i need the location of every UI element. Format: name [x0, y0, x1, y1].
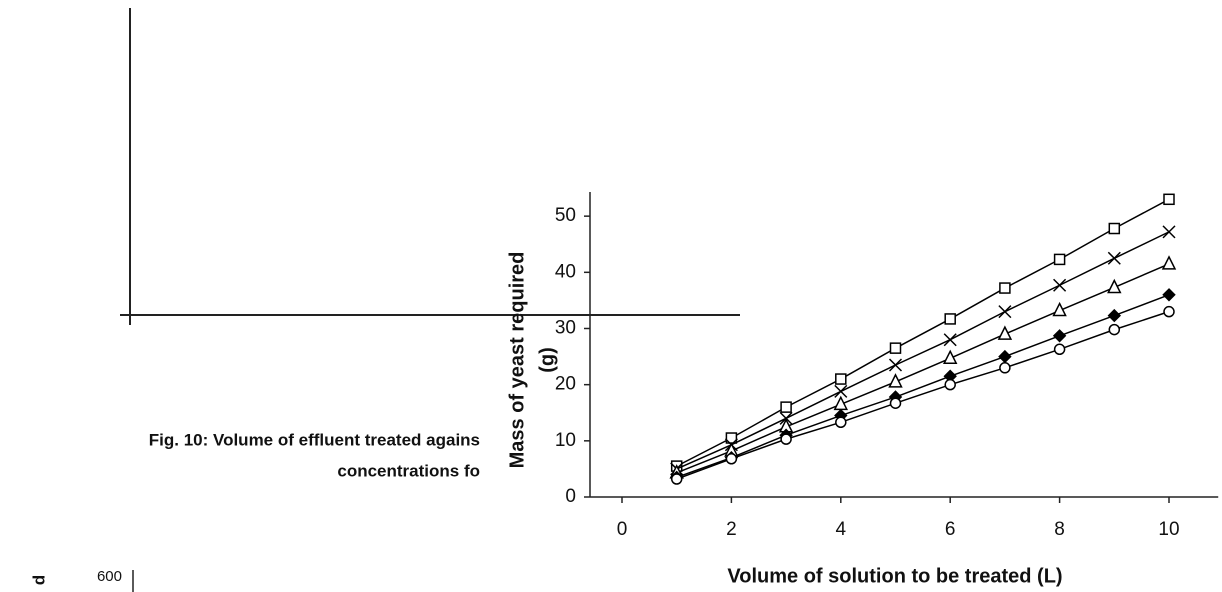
data-point: [997, 325, 1013, 340]
data-point: [780, 433, 792, 445]
data-point: [1053, 278, 1067, 292]
x-tick-label: 4: [836, 519, 847, 540]
y-tick-label: 10: [555, 430, 576, 451]
data-point: [1053, 343, 1066, 356]
data-point: [1163, 193, 1175, 206]
data-point: [889, 397, 902, 409]
data-point: [1162, 225, 1176, 239]
data-point: [943, 333, 957, 347]
caption: concentrations fo: [337, 461, 480, 480]
data-point: [1052, 329, 1067, 343]
data-point: [835, 373, 847, 385]
data-point: [1107, 308, 1122, 323]
data-point: [1162, 288, 1176, 302]
series-line: [676, 294, 1170, 479]
data-point: [780, 401, 792, 413]
data-point: [1053, 253, 1066, 266]
series-line: [676, 310, 1170, 480]
data-point: [1108, 323, 1121, 336]
x-tick-label: 10: [1158, 519, 1179, 540]
data-point: [999, 282, 1011, 294]
data-point: [888, 373, 903, 388]
y-axis-label: Mass of yeast required: [506, 252, 528, 469]
caption: Fig. 10: Volume of effluent treated agai…: [149, 430, 480, 449]
x-tick-label: 6: [945, 519, 956, 540]
data-point: [1108, 222, 1121, 235]
x-tick-label: 0: [617, 519, 628, 540]
data-point: [998, 305, 1012, 319]
data-point: [944, 313, 956, 325]
data-point: [889, 342, 902, 354]
data-point: [942, 349, 958, 365]
data-point: [944, 378, 956, 391]
fragment-tick: 600: [97, 568, 122, 585]
y-tick-label: 0: [565, 486, 576, 507]
data-point: [834, 384, 848, 398]
data-point: [888, 358, 903, 372]
data-point: [999, 362, 1011, 374]
y-tick-label: 20: [555, 374, 576, 395]
series-line: [676, 231, 1170, 470]
series-line: [676, 198, 1170, 467]
series-line: [676, 263, 1170, 474]
data-point: [670, 473, 683, 485]
data-point: [1161, 255, 1177, 270]
fragment-label: d: [29, 575, 48, 585]
fragment-tick: 500: [97, 589, 122, 592]
data-point: [835, 416, 847, 429]
x-tick-label: 2: [726, 519, 737, 540]
x-tick-label: 8: [1054, 519, 1065, 540]
data-point: [725, 453, 738, 465]
x-axis-label: Volume of solution to be treated (L): [727, 565, 1062, 587]
data-point: [1107, 278, 1122, 294]
data-point: [998, 349, 1012, 364]
y-axis-label: (g): [536, 347, 558, 373]
y-tick-label: 30: [555, 318, 576, 339]
y-tick-label: 40: [555, 261, 576, 282]
data-point: [1107, 251, 1121, 265]
data-point: [1163, 305, 1175, 318]
data-point: [1052, 301, 1067, 317]
y-tick-label: 50: [555, 205, 576, 226]
